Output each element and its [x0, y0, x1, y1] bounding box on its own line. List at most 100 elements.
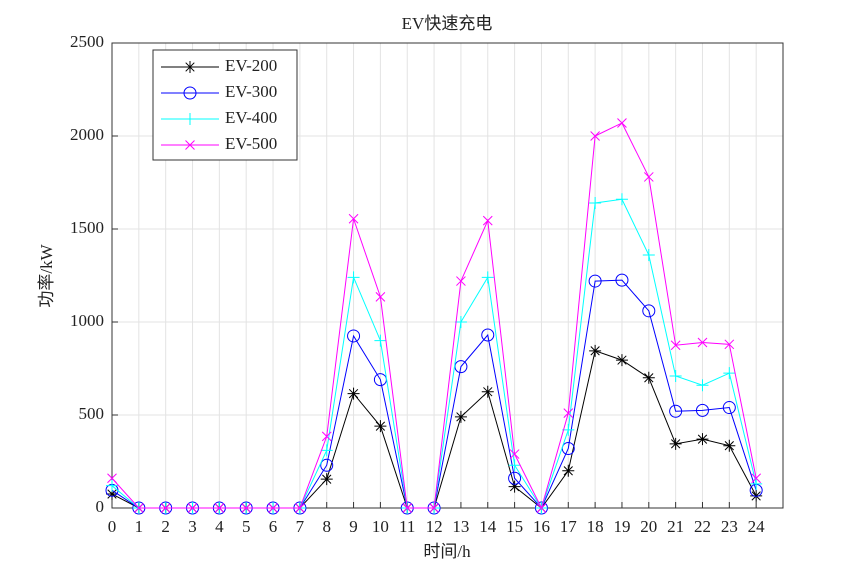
- data-point: [429, 503, 439, 513]
- legend-marker: [184, 61, 196, 73]
- x-tick-label: 16: [533, 517, 550, 536]
- x-tick-label: 17: [560, 517, 578, 536]
- data-point: [187, 503, 198, 513]
- data-point: [536, 503, 547, 513]
- data-point: [588, 274, 602, 288]
- data-point: [751, 473, 762, 484]
- data-point: [643, 172, 654, 182]
- legend-label: EV-400: [225, 108, 277, 127]
- y-tick-label: 2000: [70, 125, 104, 144]
- x-tick-label: 15: [506, 517, 523, 536]
- x-tick-label: 10: [372, 517, 389, 536]
- data-point: [454, 316, 467, 328]
- data-point: [481, 385, 494, 398]
- x-tick-label: 18: [587, 517, 604, 536]
- data-point: [589, 196, 602, 209]
- y-tick-label: 1000: [70, 311, 104, 330]
- data-point: [723, 367, 736, 380]
- x-tick-label: 3: [188, 517, 197, 536]
- data-point: [295, 503, 305, 513]
- data-point: [241, 503, 252, 513]
- data-point: [508, 471, 522, 485]
- data-point: [695, 403, 709, 417]
- data-point: [320, 444, 333, 457]
- legend-marker: [184, 113, 196, 125]
- x-tick-label: 21: [667, 517, 684, 536]
- data-point: [589, 344, 602, 357]
- x-tick-label: 9: [349, 517, 358, 536]
- data-point: [456, 276, 466, 286]
- x-tick-label: 5: [242, 517, 251, 536]
- x-tick-label: 2: [161, 517, 170, 536]
- data-point: [374, 334, 387, 347]
- x-tick-label: 1: [135, 517, 144, 536]
- data-point: [642, 249, 655, 262]
- data-point: [481, 271, 494, 284]
- data-point: [669, 437, 682, 450]
- data-point: [508, 459, 521, 472]
- legend-box: [152, 49, 298, 161]
- legend-label: EV-500: [225, 134, 277, 153]
- data-point: [642, 371, 655, 384]
- data-point: [268, 503, 278, 513]
- data-point: [750, 477, 763, 490]
- data-point: [160, 503, 171, 513]
- data-point: [696, 379, 709, 392]
- legend-marker: [185, 140, 195, 150]
- data-point: [697, 337, 708, 348]
- data-point: [481, 328, 495, 342]
- x-tick-label: 0: [108, 517, 117, 536]
- x-tick-label: 24: [748, 517, 766, 536]
- plot-frame: [111, 42, 784, 509]
- legend-marker: [183, 86, 197, 100]
- data-point: [723, 439, 736, 452]
- y-tick-label: 1500: [70, 218, 104, 237]
- data-point: [562, 464, 575, 477]
- y-axis-label: 功率/kW: [37, 243, 56, 307]
- x-tick-label: 8: [322, 517, 331, 536]
- data-point: [347, 387, 360, 400]
- data-point: [214, 503, 225, 513]
- data-point: [347, 271, 360, 284]
- x-tick-label: 12: [426, 517, 443, 536]
- data-point: [562, 423, 575, 436]
- data-point: [321, 431, 332, 442]
- data-point: [320, 458, 334, 472]
- data-point: [615, 273, 629, 287]
- data-point: [670, 340, 681, 351]
- data-point: [509, 449, 520, 459]
- data-point: [508, 480, 521, 493]
- data-point: [669, 404, 683, 418]
- data-point: [347, 329, 361, 343]
- legend-label: EV-200: [225, 56, 277, 75]
- x-tick-label: 23: [721, 517, 738, 536]
- data-point: [642, 304, 656, 318]
- data-point: [348, 213, 359, 224]
- data-point: [617, 118, 627, 128]
- data-point: [615, 193, 628, 206]
- data-point: [696, 433, 709, 446]
- data-point: [482, 215, 493, 226]
- data-point: [107, 473, 117, 484]
- x-axis-label: 时间/h: [423, 542, 471, 561]
- x-tick-label: 20: [640, 517, 657, 536]
- data-point: [374, 420, 387, 433]
- data-point: [722, 401, 736, 415]
- legend-label: EV-300: [225, 82, 277, 101]
- x-tick-label: 14: [479, 517, 497, 536]
- data-point: [106, 479, 118, 492]
- data-point: [454, 410, 467, 423]
- x-tick-label: 6: [269, 517, 278, 536]
- x-tick-label: 19: [613, 517, 630, 536]
- x-tick-label: 22: [694, 517, 711, 536]
- data-point: [402, 503, 413, 513]
- x-tick-label: 7: [296, 517, 305, 536]
- x-tick-label: 11: [399, 517, 415, 536]
- y-tick-label: 2500: [70, 32, 104, 51]
- data-point: [563, 408, 574, 418]
- data-point: [320, 473, 333, 486]
- data-point: [106, 488, 118, 501]
